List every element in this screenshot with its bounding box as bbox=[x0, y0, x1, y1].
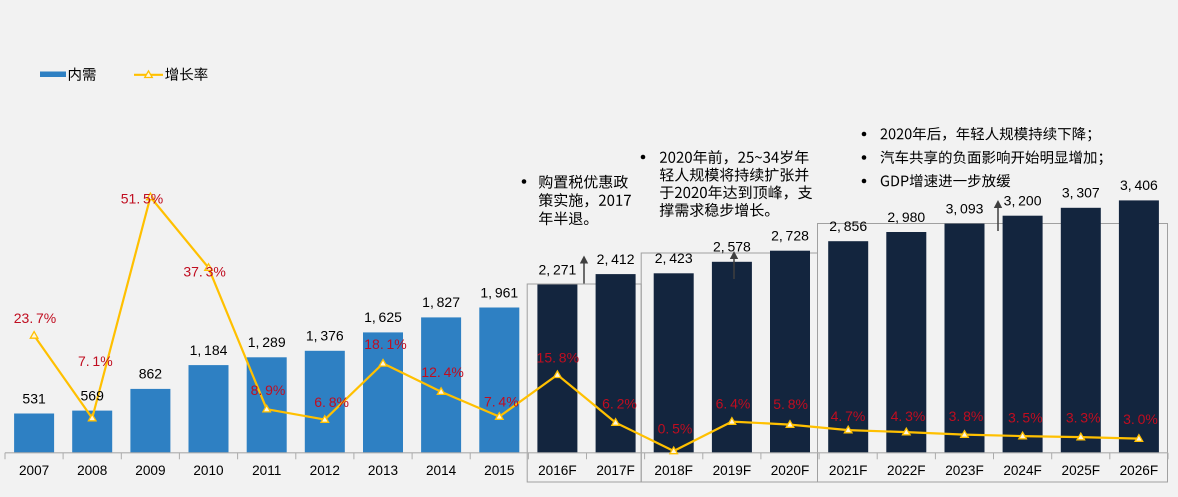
svg-text:2024F: 2024F bbox=[1003, 463, 1042, 478]
svg-text:2011: 2011 bbox=[252, 463, 281, 478]
svg-text:4. 7%: 4. 7% bbox=[831, 408, 866, 424]
svg-text:3. 8%: 3. 8% bbox=[949, 408, 984, 424]
svg-text:2, 728: 2, 728 bbox=[771, 228, 809, 244]
svg-text:0. 5%: 0. 5% bbox=[658, 421, 693, 437]
svg-text:4. 3%: 4. 3% bbox=[891, 408, 926, 424]
svg-text:3. 5%: 3. 5% bbox=[1008, 410, 1043, 426]
svg-text:2014: 2014 bbox=[426, 463, 457, 478]
svg-text:18. 1%: 18. 1% bbox=[364, 336, 407, 352]
svg-text:1, 184: 1, 184 bbox=[190, 342, 228, 358]
svg-text:2018F: 2018F bbox=[654, 463, 693, 478]
svg-text:51. 5%: 51. 5% bbox=[121, 191, 164, 207]
svg-text:2009: 2009 bbox=[135, 463, 165, 478]
svg-text:2, 856: 2, 856 bbox=[829, 218, 867, 234]
svg-text:862: 862 bbox=[139, 366, 163, 382]
svg-text:7. 4%: 7. 4% bbox=[484, 394, 519, 410]
svg-text:3, 200: 3, 200 bbox=[1004, 193, 1042, 209]
svg-text:3, 406: 3, 406 bbox=[1120, 177, 1158, 193]
svg-text:3, 307: 3, 307 bbox=[1062, 185, 1100, 201]
svg-text:2013: 2013 bbox=[368, 463, 398, 478]
svg-text:1, 376: 1, 376 bbox=[306, 328, 344, 344]
svg-text:2008: 2008 bbox=[77, 463, 107, 478]
svg-text:3. 3%: 3. 3% bbox=[1066, 410, 1101, 426]
svg-text:1, 289: 1, 289 bbox=[248, 334, 286, 350]
svg-text:23. 7%: 23. 7% bbox=[14, 310, 57, 326]
svg-text:2, 578: 2, 578 bbox=[713, 239, 751, 255]
svg-text:2020F: 2020F bbox=[771, 463, 810, 478]
svg-text:2016F: 2016F bbox=[538, 463, 577, 478]
svg-text:6. 8%: 6. 8% bbox=[314, 394, 349, 410]
svg-text:2015: 2015 bbox=[484, 463, 514, 478]
svg-text:2019F: 2019F bbox=[713, 463, 752, 478]
svg-text:2022F: 2022F bbox=[887, 463, 926, 478]
svg-text:7. 1%: 7. 1% bbox=[78, 353, 113, 369]
svg-text:2007: 2007 bbox=[19, 463, 49, 478]
svg-text:1, 961: 1, 961 bbox=[480, 284, 518, 300]
svg-text:2, 271: 2, 271 bbox=[538, 261, 576, 277]
svg-text:5. 8%: 5. 8% bbox=[773, 396, 808, 412]
svg-text:37. 3%: 37. 3% bbox=[183, 264, 226, 280]
svg-text:2, 412: 2, 412 bbox=[597, 251, 635, 267]
svg-text:2023F: 2023F bbox=[945, 463, 984, 478]
svg-text:2026F: 2026F bbox=[1120, 463, 1159, 478]
svg-text:1, 827: 1, 827 bbox=[422, 294, 460, 310]
svg-text:2012: 2012 bbox=[310, 463, 340, 478]
svg-text:2021F: 2021F bbox=[829, 463, 868, 478]
svg-text:2010: 2010 bbox=[193, 463, 224, 478]
svg-text:3, 093: 3, 093 bbox=[946, 200, 984, 216]
svg-text:6. 2%: 6. 2% bbox=[602, 396, 637, 412]
svg-text:531: 531 bbox=[22, 390, 46, 406]
svg-text:1, 625: 1, 625 bbox=[364, 309, 402, 325]
svg-text:6. 4%: 6. 4% bbox=[716, 396, 751, 412]
svg-text:2, 423: 2, 423 bbox=[655, 250, 693, 266]
svg-text:2025F: 2025F bbox=[1062, 463, 1101, 478]
svg-text:8. 9%: 8. 9% bbox=[251, 382, 286, 398]
svg-text:569: 569 bbox=[81, 387, 105, 403]
svg-text:15. 8%: 15. 8% bbox=[537, 350, 580, 366]
svg-text:2, 980: 2, 980 bbox=[887, 209, 925, 225]
svg-text:3. 0%: 3. 0% bbox=[1123, 411, 1158, 427]
svg-text:12. 4%: 12. 4% bbox=[421, 364, 464, 380]
svg-text:2017F: 2017F bbox=[596, 463, 635, 478]
